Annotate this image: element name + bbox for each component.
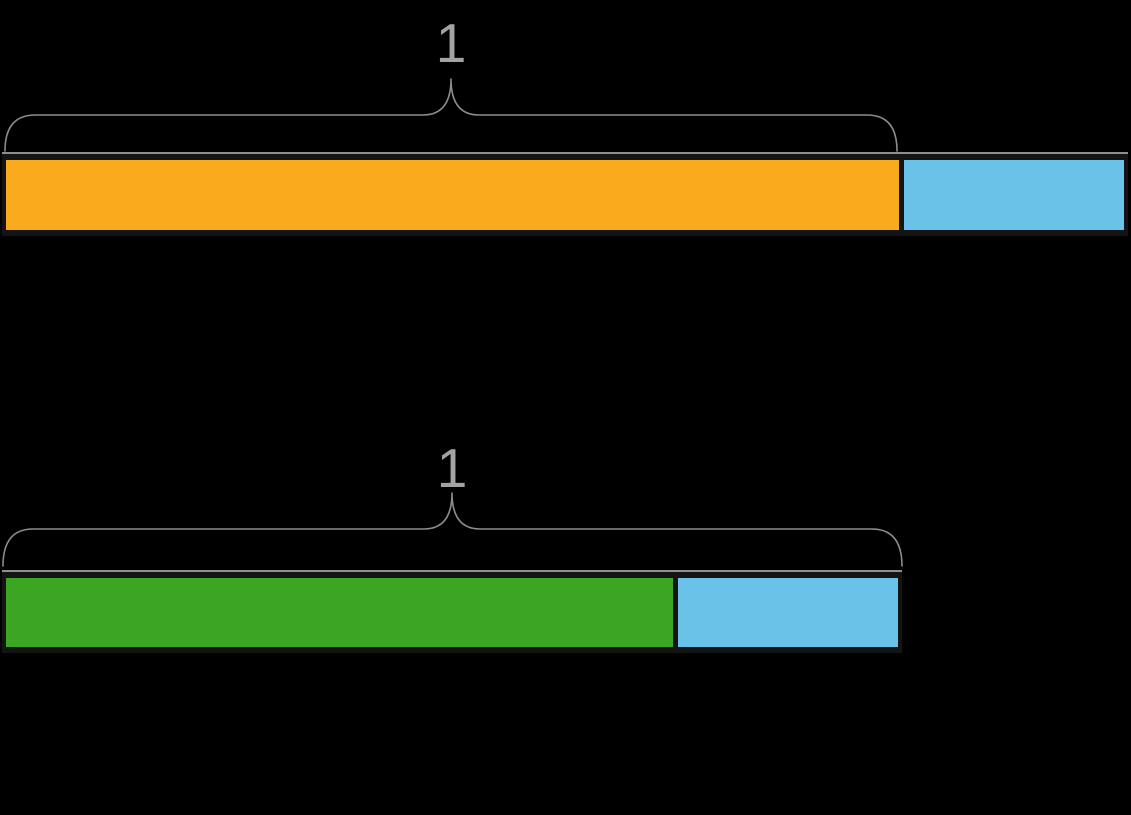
tape-segment-blue-bottom (678, 578, 898, 647)
tape-bar-top (2, 152, 1128, 236)
tape-segment-blue-top (903, 160, 1124, 230)
tape-segment-green (6, 578, 674, 647)
top-brace-label: 1 (435, 12, 467, 74)
tape-segment-orange (6, 160, 899, 230)
bottom-brace-label: 1 (436, 437, 468, 499)
top-brace-icon (4, 78, 898, 152)
tape-bar-bottom (2, 570, 902, 653)
bottom-brace-icon (2, 492, 903, 567)
